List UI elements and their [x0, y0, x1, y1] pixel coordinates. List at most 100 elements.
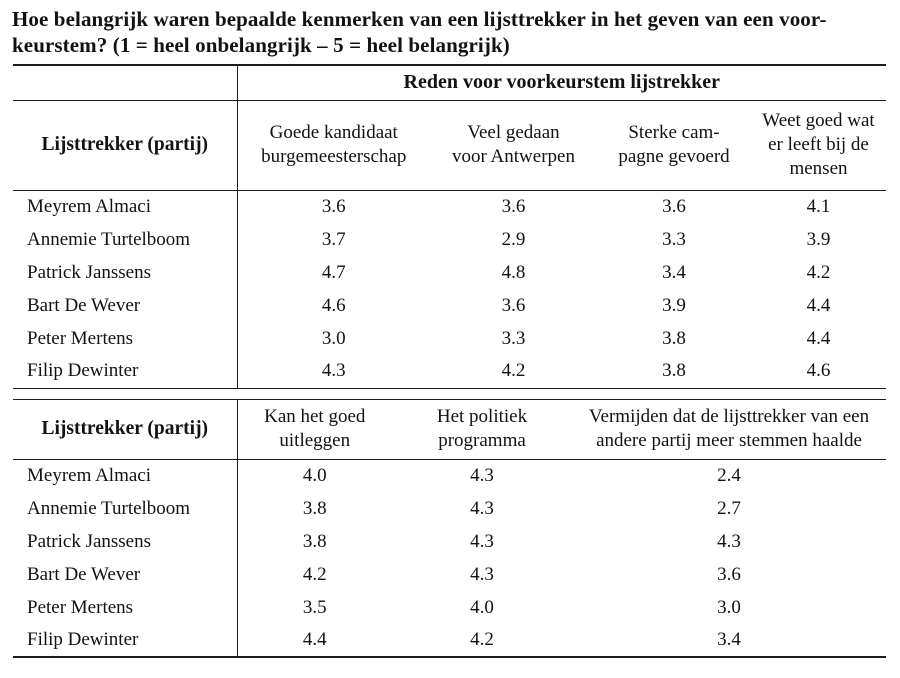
value-cell: 3.7	[236, 223, 430, 256]
header-line: programma	[438, 430, 526, 451]
value-cell: 4.3	[470, 464, 494, 486]
value-cell: 4.2	[501, 360, 526, 382]
value-cell: 4.4	[806, 327, 831, 349]
value-cell: 3.0	[236, 322, 430, 355]
header-line: voor Antwerpen	[452, 146, 575, 167]
empty-corner-cell	[13, 65, 237, 101]
header-line: burgemeesterschap	[261, 146, 407, 167]
value-cell: 4.2	[470, 629, 494, 650]
table-row: Annemie Turtelboom 3.8 4.3 2.7	[13, 492, 886, 525]
row-label: Annemie Turtelboom	[27, 228, 191, 250]
row-label: Meyrem Almaci	[27, 464, 151, 486]
row-label: Annemie Turtelboom	[27, 497, 191, 519]
row-label: Patrick Janssens	[27, 261, 152, 283]
column-header-row: Lijsttrekker (partij) Goede kandidaat bu…	[13, 100, 886, 191]
table-row: Meyrem Almaci 4.0 4.3 2.4	[13, 459, 886, 492]
value-cell: 4.6	[806, 360, 831, 382]
column-header-kan-uitleggen: Kan het goed uitleggen	[236, 399, 392, 460]
title-line-2: keurstem? (1 = heel onbelangrijk – 5 = h…	[12, 33, 510, 57]
value-cell: 4.4	[236, 624, 392, 657]
row-label: Patrick Janssens	[27, 530, 152, 552]
value-cell: 2.9	[501, 228, 526, 250]
value-cell: 4.7	[236, 256, 430, 289]
value-cell: 3.0	[717, 596, 741, 618]
table-row: Annemie Turtelboom 3.7 2.9 3.3 3.9	[13, 223, 886, 256]
value-cell: 4.6	[236, 289, 430, 322]
row-label: Meyrem Almaci	[27, 195, 151, 217]
value-cell: 3.3	[662, 228, 686, 250]
value-cell: 2.7	[717, 497, 741, 519]
value-cell: 3.6	[501, 195, 526, 217]
table-row: Bart De Wever 4.2 4.3 3.6	[13, 558, 886, 591]
table-reasons-preference-vote-2: Lijsttrekker (partij) Kan het goed uitle…	[13, 398, 886, 658]
header-line: uitleggen	[279, 430, 351, 451]
header-line: er leeft bij de	[768, 134, 869, 155]
value-cell: 4.3	[470, 530, 494, 552]
header-line: mensen	[789, 158, 848, 179]
table-row: Filip Dewinter 4.4 4.2 3.4	[13, 624, 886, 657]
header-line: Vermijden dat de lijsttrekker van een	[588, 406, 870, 427]
table-reasons-preference-vote-1: Reden voor voorkeurstem lijstrekker Lijs…	[13, 64, 886, 389]
column-header-row: Lijsttrekker (partij) Kan het goed uitle…	[13, 399, 886, 460]
row-label: Filip Dewinter	[27, 629, 139, 650]
header-line: Goede kandidaat	[269, 122, 398, 143]
column-header-vermijden: Vermijden dat de lijsttrekker van een an…	[572, 399, 886, 460]
row-header-lijsttrekker: Lijsttrekker (partij)	[13, 399, 237, 460]
value-cell: 4.0	[236, 459, 392, 492]
value-cell: 3.6	[236, 190, 430, 223]
value-cell: 3.6	[717, 563, 741, 585]
value-cell: 4.3	[236, 355, 430, 388]
value-cell: 3.8	[662, 327, 686, 349]
value-cell: 4.0	[470, 596, 494, 618]
value-cell: 3.5	[236, 591, 392, 624]
header-line: Het politiek	[436, 406, 528, 427]
value-cell: 4.3	[470, 563, 494, 585]
header-line: Kan het goed	[264, 406, 366, 427]
column-header-politiek-programma: Het politiek programma	[392, 399, 572, 460]
value-cell: 4.1	[806, 195, 831, 217]
title-line-1: Hoe belangrijk waren bepaalde kenmerken …	[12, 7, 827, 31]
value-cell: 3.3	[501, 327, 526, 349]
value-cell: 4.4	[806, 294, 831, 316]
table-row: Filip Dewinter 4.3 4.2 3.8 4.6	[13, 355, 886, 388]
spanning-header-row: Reden voor voorkeurstem lijstrekker	[13, 65, 886, 101]
value-cell: 3.4	[717, 629, 741, 650]
page-title: Hoe belangrijk waren bepaalde kenmerken …	[0, 0, 900, 58]
column-header-weet-goed: Weet goed wat er leeft bij de mensen	[751, 100, 886, 191]
header-line: Sterke cam-	[628, 122, 720, 143]
value-cell: 4.3	[717, 530, 741, 552]
value-cell: 3.6	[501, 294, 526, 316]
value-cell: 4.8	[501, 261, 526, 283]
value-cell: 4.2	[806, 261, 831, 283]
row-header-lijsttrekker: Lijsttrekker (partij)	[13, 100, 237, 191]
value-cell: 3.8	[236, 525, 392, 558]
value-cell: 3.8	[236, 492, 392, 525]
header-line: Veel gedaan	[467, 122, 560, 143]
table-row: Peter Mertens 3.5 4.0 3.0	[13, 591, 886, 624]
column-header-goede-kandidaat: Goede kandidaat burgemeesterschap	[236, 100, 430, 191]
group-header: Reden voor voorkeurstem lijstrekker	[236, 65, 886, 101]
header-line: pagne gevoerd	[618, 146, 730, 167]
value-cell: 3.6	[662, 195, 686, 217]
row-label: Peter Mertens	[27, 596, 134, 618]
table-row: Meyrem Almaci 3.6 3.6 3.6 4.1	[13, 190, 886, 223]
row-label: Peter Mertens	[27, 327, 134, 349]
table-row: Patrick Janssens 4.7 4.8 3.4 4.2	[13, 256, 886, 289]
value-cell: 3.8	[662, 360, 686, 382]
header-line: Weet goed wat	[762, 110, 875, 131]
table-row: Patrick Janssens 3.8 4.3 4.3	[13, 525, 886, 558]
row-label: Bart De Wever	[27, 294, 141, 316]
row-label: Filip Dewinter	[27, 360, 139, 382]
header-line: andere partij meer stemmen haalde	[596, 430, 862, 451]
value-cell: 4.2	[236, 558, 392, 591]
table-row: Peter Mertens 3.0 3.3 3.8 4.4	[13, 322, 886, 355]
column-header-veel-gedaan: Veel gedaan voor Antwerpen	[430, 100, 597, 191]
value-cell: 2.4	[717, 464, 741, 486]
value-cell: 4.3	[470, 497, 494, 519]
row-label: Bart De Wever	[27, 563, 141, 585]
value-cell: 3.9	[806, 228, 831, 250]
value-cell: 3.4	[662, 261, 686, 283]
value-cell: 3.9	[662, 294, 686, 316]
table-row: Bart De Wever 4.6 3.6 3.9 4.4	[13, 289, 886, 322]
